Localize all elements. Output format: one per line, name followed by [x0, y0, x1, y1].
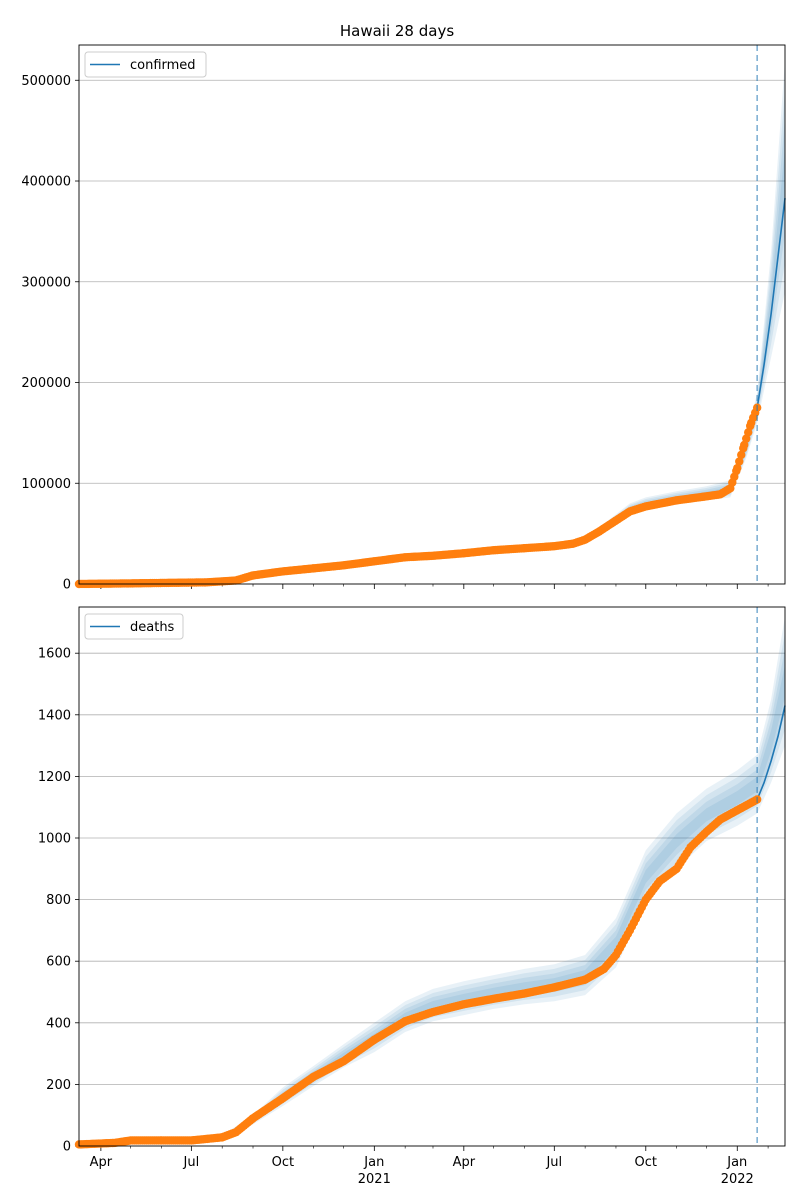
legend-box — [84, 613, 184, 640]
y-tick-label: 100000 — [21, 477, 71, 492]
observed-point — [735, 457, 744, 466]
observed-point — [742, 434, 751, 443]
y-tick-label: 0 — [63, 1140, 71, 1155]
x-tick-label: Oct — [635, 1155, 657, 1170]
y-tick-label: 1200 — [38, 770, 71, 785]
x-tick-year-label: 2021 — [358, 1172, 391, 1187]
observed-point — [737, 450, 746, 460]
observed-point — [740, 440, 749, 450]
x-tick-label: Jan — [363, 1155, 384, 1170]
x-tick-label: Apr — [90, 1155, 113, 1170]
y-tick-label: 0 — [63, 578, 71, 593]
x-tick-label: Apr — [453, 1155, 476, 1170]
y-tick-label: 400 — [46, 1016, 71, 1031]
x-axis-labels: Apr Jul Oct Jan 2021 Apr Jul Oct Jan 2022 — [90, 1155, 754, 1187]
confirmed-panel: 0 100000 200000 300000 400000 500000 confirmed — [21, 44, 786, 593]
x-tick-label: Jul — [183, 1155, 200, 1170]
uncertainty-band — [222, 632, 785, 1138]
legend: confirmed — [84, 51, 207, 78]
y-tick-label: 1400 — [38, 708, 71, 723]
model-line — [78, 705, 786, 1146]
y-tick-label: 1600 — [38, 647, 71, 662]
legend-label: confirmed — [130, 58, 196, 73]
y-tick-label: 300000 — [21, 275, 71, 290]
y-tick-label: 400000 — [21, 175, 71, 190]
x-tick-label: Jan — [726, 1155, 747, 1170]
chart-title: Hawaii 28 days — [340, 22, 454, 40]
x-tick-label: Jul — [545, 1155, 562, 1170]
deaths-panel: 0 200 400 600 800 1000 1200 1400 1600 deaths — [38, 606, 786, 1155]
uncertainty-band — [222, 664, 785, 1138]
observed-point — [744, 428, 753, 437]
y-tick-label: 600 — [46, 955, 71, 970]
uncertainty-band — [222, 616, 785, 1139]
legend-label: deaths — [130, 620, 175, 635]
x-tick-year-label: 2022 — [721, 1172, 754, 1187]
model-line — [78, 198, 786, 585]
plot-frame — [78, 44, 786, 585]
legend-box — [84, 51, 207, 78]
uncertainty-band — [222, 648, 785, 1138]
plot-frame — [78, 606, 786, 1147]
y-tick-label: 800 — [46, 893, 71, 908]
legend: deaths — [84, 613, 184, 640]
y-tick-label: 200000 — [21, 376, 71, 391]
observed-point — [733, 463, 742, 473]
y-tick-label: 200 — [46, 1078, 71, 1093]
x-tick-label: Oct — [272, 1155, 294, 1170]
y-tick-label: 500000 — [21, 74, 71, 89]
y-tick-label: 1000 — [38, 832, 71, 847]
